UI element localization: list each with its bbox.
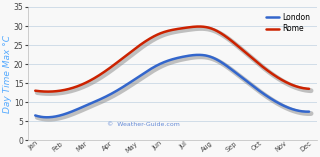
London	[234, 72, 237, 74]
Rome	[207, 27, 211, 29]
Rome	[232, 42, 236, 44]
Rome	[46, 91, 50, 92]
Line: London: London	[35, 55, 309, 117]
Rome	[33, 90, 37, 92]
Text: ©  Weather-Guide.com: © Weather-Guide.com	[107, 122, 180, 127]
London	[123, 85, 127, 87]
London	[142, 72, 146, 74]
Rome	[307, 88, 311, 90]
London	[33, 114, 37, 116]
London	[307, 111, 311, 113]
Legend: London, Rome: London, Rome	[263, 11, 313, 36]
London	[232, 71, 236, 73]
Rome	[123, 55, 127, 57]
London	[45, 116, 49, 118]
Rome	[142, 41, 146, 43]
Y-axis label: Day Time Max °C: Day Time Max °C	[4, 35, 12, 113]
Line: Rome: Rome	[35, 27, 309, 92]
London	[197, 54, 201, 56]
London	[67, 112, 71, 114]
Rome	[234, 43, 237, 45]
Rome	[197, 26, 201, 27]
Rome	[67, 88, 71, 90]
London	[207, 55, 211, 57]
